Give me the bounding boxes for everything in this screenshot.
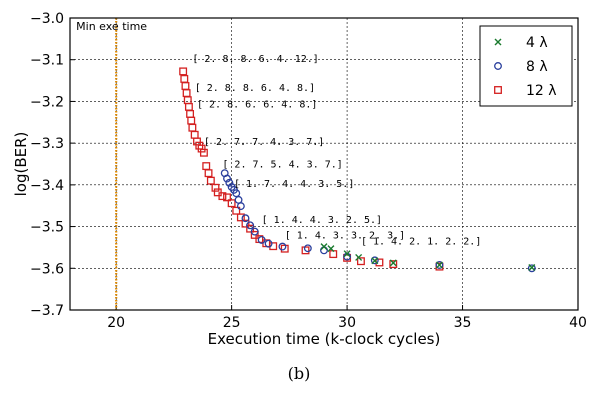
data-point	[356, 257, 365, 266]
x-tick-label: 20	[107, 315, 125, 331]
data-point	[343, 250, 351, 258]
marker-stroke	[320, 243, 328, 251]
config-annotation: [ 1. 4. 2. 1. 2. 2.]	[361, 237, 481, 248]
marker-stroke	[355, 253, 363, 261]
y-tick-label: −3.0	[30, 11, 64, 27]
legend-marker	[494, 38, 502, 46]
data-point	[278, 242, 287, 251]
y-tick-label: −3.2	[30, 94, 64, 110]
legend-marker	[494, 86, 502, 94]
data-point	[389, 259, 397, 267]
data-point	[193, 137, 201, 146]
chart: 20 25 30 35 40 −3.0 −3.1 −3.2 −3.3 −3.4 −3.5 −3.6 −3…	[12, 11, 587, 348]
config-annotation: [ 2. 8. 6. 6. 4. 8.]	[197, 100, 317, 111]
series-x	[320, 243, 536, 271]
data-point	[320, 243, 328, 251]
data-point	[257, 235, 266, 244]
marker-stroke	[343, 250, 351, 258]
legend: 4 λ 8 λ 12 λ	[479, 25, 573, 107]
marker-stroke	[327, 245, 335, 253]
y-tick-label: −3.1	[30, 53, 64, 69]
data-point	[303, 244, 312, 253]
y-tick-label: −3.4	[30, 178, 64, 194]
config-annotation: [ 1. 4. 4. 3. 2. 5.]	[262, 215, 382, 226]
x-tick-label: 35	[454, 315, 472, 331]
marker-stroke	[528, 263, 536, 271]
data-point	[435, 261, 443, 269]
data-point	[199, 148, 208, 157]
axes-frame	[69, 17, 579, 311]
data-point	[250, 227, 259, 236]
data-point	[236, 213, 245, 222]
data-point	[241, 219, 250, 228]
x-axis-label: Execution time (k-clock cycles)	[208, 330, 441, 348]
legend-label: 4 λ	[526, 35, 548, 51]
config-annotation: [ 2. 7. 5. 4. 3. 7.]	[222, 159, 342, 170]
data-point	[225, 178, 234, 187]
data-point	[232, 206, 241, 215]
data-point	[241, 214, 250, 223]
data-point	[301, 246, 310, 255]
marker-stroke	[371, 257, 379, 265]
config-annotation: [ 2. 8. 8. 6. 4. 8.]	[195, 83, 315, 94]
data-point	[527, 264, 536, 273]
marker-stroke	[389, 259, 397, 267]
data-point	[528, 263, 536, 271]
data-point	[227, 199, 236, 208]
data-point	[389, 260, 398, 269]
data-point	[250, 230, 259, 239]
data-point	[264, 239, 273, 248]
data-point	[280, 244, 289, 253]
data-point	[223, 174, 231, 183]
data-point	[197, 144, 206, 153]
x-tick-label: 25	[223, 315, 241, 331]
marker-stroke	[494, 38, 502, 46]
data-point	[371, 257, 379, 265]
y-tick-label: −3.5	[30, 220, 64, 236]
config-annotation: [ 1. 4. 3. 3. 2. 3.]	[285, 230, 405, 241]
data-point	[435, 260, 444, 269]
data-point	[223, 193, 231, 202]
data-point	[355, 253, 363, 261]
data-point	[246, 221, 255, 230]
marker-stroke	[435, 261, 443, 269]
data-point	[236, 202, 245, 211]
x-tick-label: 40	[569, 315, 587, 331]
legend-label: 8 λ	[526, 59, 548, 75]
y-tick-label: −3.3	[30, 136, 64, 152]
legend-marker	[494, 62, 502, 70]
data-point	[204, 169, 213, 178]
y-tick-label: −3.7	[30, 303, 64, 319]
config-annotation: [ 2. 7. 7. 4. 3. 7.]	[204, 137, 324, 148]
data-point	[206, 176, 215, 185]
y-axis-label: log(BER)	[12, 132, 30, 197]
data-point	[179, 67, 188, 76]
min-exe-time-label: Min exe time	[76, 20, 147, 33]
x-tick-label: 30	[338, 315, 356, 331]
config-annotation: [ 1. 7. 4. 4. 3. 5.]	[234, 179, 354, 190]
data-point	[370, 256, 379, 265]
y-tick-label: −3.6	[30, 261, 64, 277]
data-point	[211, 183, 220, 192]
legend-label: 12 λ	[526, 83, 557, 99]
data-point	[218, 192, 227, 201]
config-annotation: [ 2. 8. 8. 6. 4. 12.]	[192, 54, 318, 65]
data-point	[327, 245, 335, 253]
data-point	[232, 189, 241, 198]
figure-caption: (b)	[287, 364, 311, 383]
